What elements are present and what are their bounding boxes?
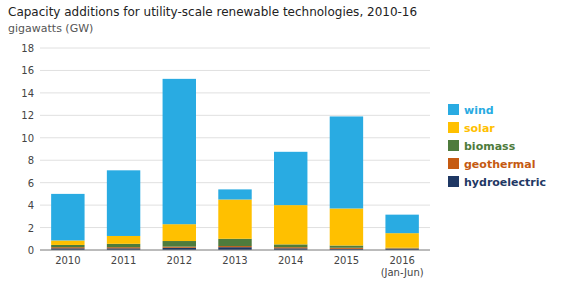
y-tick-label: 16: [21, 65, 34, 76]
x-tick-label: 2014: [278, 255, 303, 266]
x-tick-label-line: 2015: [334, 255, 359, 266]
x-tick-label: 2011: [111, 255, 136, 266]
grid: [40, 48, 430, 250]
x-tick-label: 2015: [334, 255, 359, 266]
grid-line: [40, 160, 430, 161]
legend-swatch: [448, 176, 459, 187]
y-tick-label: 12: [21, 110, 34, 121]
bar-segment: [330, 248, 363, 249]
x-tick-label: 2016(Jan-Jun): [381, 255, 424, 278]
bar-segment: [107, 236, 140, 244]
bar-segment: [330, 208, 363, 245]
legend-swatch: [448, 158, 459, 169]
bar-segment: [385, 233, 418, 248]
grid-line: [40, 70, 430, 71]
x-axis-line: [40, 250, 430, 251]
bar-segment: [51, 194, 84, 241]
title: Capacity additions for utility-scale ren…: [8, 5, 417, 19]
subtitle: gigawatts (GW): [8, 22, 93, 35]
bar-segment: [330, 116, 363, 208]
bars: [51, 79, 419, 250]
bar-segment: [51, 240, 84, 244]
x-tick-label-line: 2014: [278, 255, 303, 266]
bar-segment: [107, 247, 140, 248]
chart: Capacity additions for utility-scale ren…: [0, 0, 575, 287]
x-tick-label: 2013: [222, 255, 247, 266]
bar-segment: [274, 205, 307, 244]
x-tick-label-line: 2016: [389, 255, 414, 266]
bar-segment: [51, 245, 84, 247]
grid-line: [40, 137, 430, 138]
x-tick-label-line: 2012: [167, 255, 192, 266]
legend-label: solar: [464, 122, 495, 135]
legend-label: biomass: [464, 140, 516, 153]
legend-swatch: [448, 122, 459, 133]
bar-segment: [274, 247, 307, 248]
legend-label: hydroelectric: [464, 176, 546, 189]
legend-swatch: [448, 104, 459, 115]
x-tick-label-line: 2013: [222, 255, 247, 266]
x-tick-label-line: 2011: [111, 255, 136, 266]
bar-segment: [163, 224, 196, 241]
y-tick-label: 6: [28, 178, 34, 189]
legend-swatch: [448, 140, 459, 151]
bar-segment: [385, 215, 418, 234]
bar-segment: [218, 200, 251, 239]
y-tick-label: 14: [21, 88, 34, 99]
bar-segment: [218, 189, 251, 199]
y-tick-label: 0: [28, 245, 34, 256]
bar-segment: [385, 248, 418, 250]
grid-line: [40, 115, 430, 116]
bar-segment: [330, 246, 363, 248]
x-tick-label: 2012: [167, 255, 192, 266]
grid-line: [40, 250, 430, 251]
bar-segment: [107, 244, 140, 247]
x-tick-label-line: (Jan-Jun): [381, 267, 424, 278]
legend: wind solar biomass geothermal hydroelectric: [448, 104, 546, 189]
grid-line: [40, 182, 430, 183]
y-tick-label: 2: [28, 223, 34, 234]
bar-segment: [274, 244, 307, 247]
x-tick-label-line: 2010: [55, 255, 80, 266]
x-tick-label: 2010: [55, 255, 80, 266]
bar-segment: [163, 241, 196, 247]
grid-line: [40, 92, 430, 93]
y-tick-label: 8: [28, 155, 34, 166]
legend-label: geothermal: [464, 158, 536, 171]
bar-segment: [274, 152, 307, 205]
bar-segment: [163, 79, 196, 224]
legend-label: wind: [464, 104, 494, 117]
bar-segment: [218, 239, 251, 246]
bar-segment: [218, 246, 251, 247]
y-tick-label: 4: [28, 200, 34, 211]
grid-line: [40, 48, 430, 49]
y-tick-label: 10: [21, 133, 34, 144]
bar-segment: [163, 247, 196, 248]
bar-segment: [107, 170, 140, 236]
y-tick-label: 18: [21, 43, 34, 54]
bar-segment: [51, 247, 84, 248]
